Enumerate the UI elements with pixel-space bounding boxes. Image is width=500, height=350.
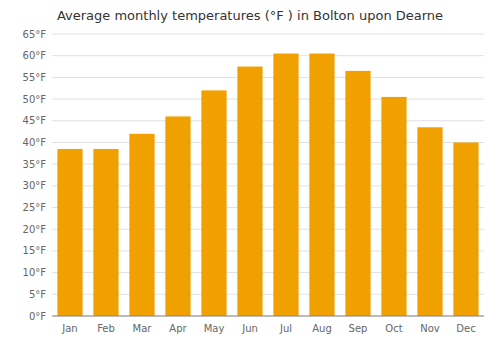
- bar: [237, 67, 262, 316]
- y-axis: 0°F 5°F 10°F 15°F 20°F 25°F 30°F 35°F 40°F 45°F 50…: [23, 29, 484, 322]
- x-tick-label: Jun: [241, 323, 258, 334]
- x-tick-label: Dec: [456, 323, 475, 334]
- x-tick-label: Oct: [385, 323, 402, 334]
- y-tick-label: 5°F: [29, 289, 46, 300]
- bar: [453, 142, 478, 316]
- y-tick-label: 50°F: [23, 94, 47, 105]
- bar: [273, 54, 298, 316]
- bar: [309, 54, 334, 316]
- y-tick-label: 30°F: [23, 180, 47, 191]
- y-tick-label: 60°F: [23, 50, 47, 61]
- bar: [57, 149, 82, 316]
- y-tick-label: 10°F: [23, 267, 47, 278]
- title: Average monthly temperatures (°F ) in Bo…: [57, 8, 443, 23]
- x-tick-label: Apr: [169, 323, 187, 334]
- chart-container: Average monthly temperatures (°F ) in Bo…: [0, 0, 500, 350]
- y-tick-label: 0°F: [29, 311, 46, 322]
- bar: [381, 97, 406, 316]
- grid-line: [52, 120, 484, 121]
- grid-line: [52, 34, 484, 35]
- y-tick-label: 65°F: [23, 29, 47, 40]
- bar: [345, 71, 370, 316]
- bar: [93, 149, 118, 316]
- grid-line: [52, 99, 484, 100]
- y-tick-label: 25°F: [23, 202, 47, 213]
- x-tick-label: Feb: [97, 323, 115, 334]
- y-tick-label: 45°F: [23, 115, 47, 126]
- y-tick-label: 35°F: [23, 159, 47, 170]
- bar: [201, 90, 226, 316]
- chart: Average monthly temperatures (°F ) in Bo…: [0, 0, 500, 350]
- bar: [129, 134, 154, 316]
- x-tick-label: Jan: [61, 323, 77, 334]
- x-tick-label: Mar: [133, 323, 153, 334]
- bar: [417, 127, 442, 316]
- bars: [57, 54, 478, 316]
- x-tick-label: Nov: [420, 323, 440, 334]
- x-tick-label: Sep: [349, 323, 368, 334]
- x-axis-line: [52, 316, 484, 317]
- x-tick-label: Aug: [312, 323, 332, 334]
- y-tick-label: 15°F: [23, 245, 47, 256]
- x-axis: Jan Feb Mar Apr May Jun Jul Aug Sep Oct Nov Dec: [52, 316, 484, 334]
- x-tick-label: May: [204, 323, 225, 334]
- grid-line: [52, 316, 484, 317]
- page: {"chart_data": {"type": "bar", "title": …: [0, 0, 500, 350]
- y-tick-label: 55°F: [23, 72, 47, 83]
- bar: [165, 116, 190, 316]
- grid-line: [52, 77, 484, 78]
- grid-line: [52, 55, 484, 56]
- y-tick-label: 20°F: [23, 224, 47, 235]
- x-tick-label: Jul: [279, 323, 292, 334]
- y-tick-label: 40°F: [23, 137, 47, 148]
